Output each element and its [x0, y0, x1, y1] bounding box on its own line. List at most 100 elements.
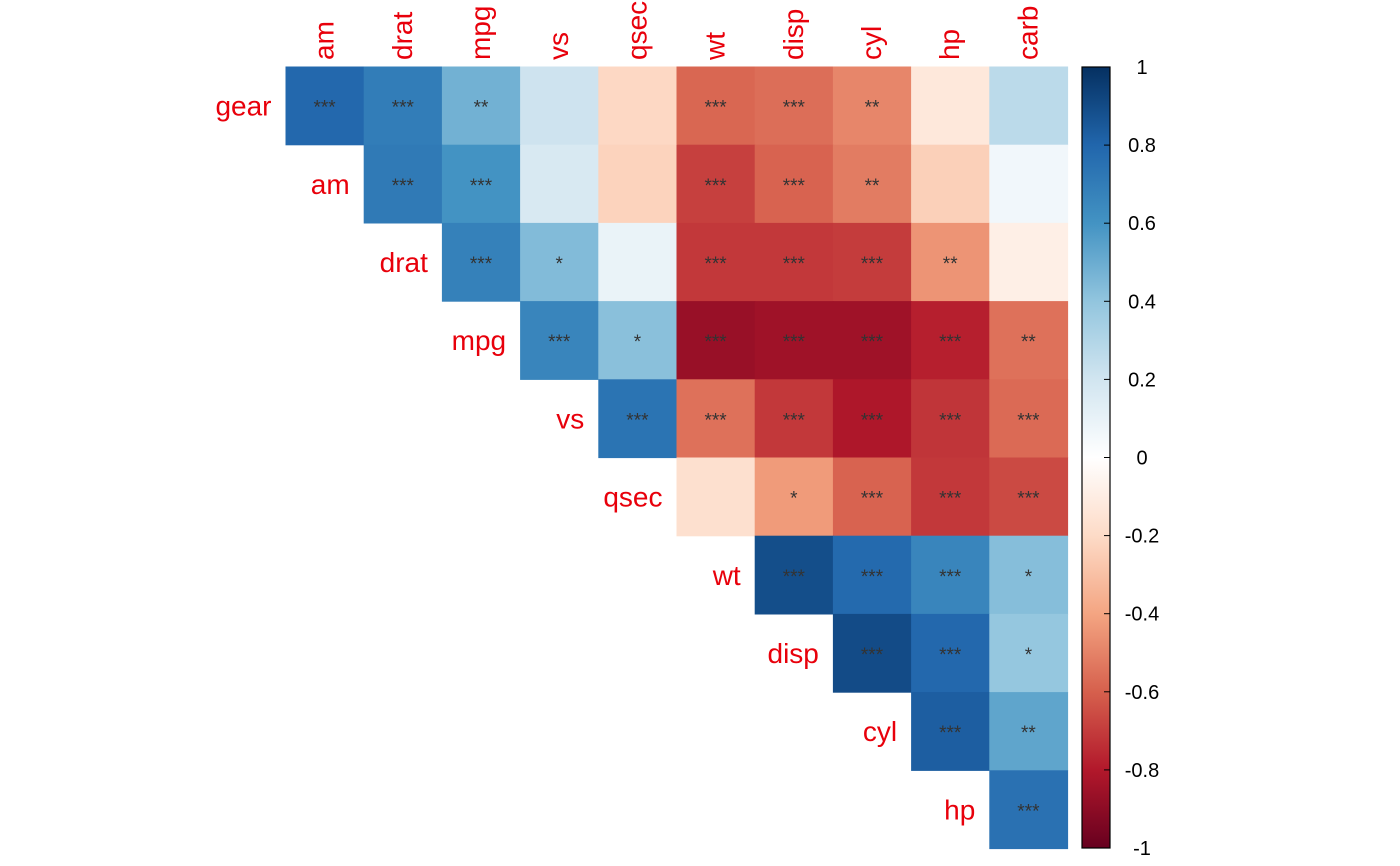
significance-label: *: [634, 332, 642, 353]
heatmap-cell-am-carb: [989, 144, 1069, 224]
significance-label: ***: [1017, 801, 1040, 822]
row-label-am: am: [311, 169, 350, 200]
heatmap-cell-am-hp: [911, 144, 990, 224]
colorbar-tick-label: -1: [1133, 838, 1151, 860]
colorbar-tick-label: 1: [1136, 57, 1147, 79]
heatmap-cell-gear-qsec: [598, 66, 678, 146]
heatmap-cell-gear-carb: [989, 66, 1069, 146]
heatmap-cell-mpg-disp: [754, 301, 834, 380]
heatmap-cells: *** *** ** *** *** ***** *** *** *** ***** * *** ***…: [285, 66, 1069, 850]
heatmap-cell-qsec-wt: [676, 457, 756, 537]
heatmap-cell-mpg-qsec: [598, 301, 678, 380]
heatmap-cell-hp-carb: [989, 770, 1069, 850]
significance-label: ***: [470, 254, 493, 275]
colorbar-tick-label: 0.2: [1128, 369, 1156, 391]
heatmap-cell-wt-disp: [754, 535, 834, 615]
heatmap-cell-wt-cyl: [832, 535, 912, 615]
colorbar-tick-label: -0.8: [1125, 760, 1159, 782]
significance-label: *: [1025, 567, 1033, 588]
heatmap-cell-cyl-carb: [989, 692, 1069, 771]
significance-label: ***: [783, 410, 806, 431]
heatmap-cell-mpg-vs: [520, 301, 599, 380]
significance-label: ***: [470, 176, 493, 197]
heatmap-cell-vs-wt: [676, 379, 756, 459]
row-label-disp: disp: [768, 638, 819, 669]
heatmap-cell-am-cyl: [832, 144, 912, 224]
heatmap-cell-cyl-hp: [911, 692, 990, 771]
heatmap-cell-mpg-hp: [911, 301, 990, 380]
column-label-vs: vs: [543, 32, 574, 60]
significance-label: **: [1021, 332, 1036, 353]
column-label-mpg: mpg: [465, 6, 496, 60]
column-label-carb: carb: [1012, 6, 1043, 60]
heatmap-cell-qsec-disp: [754, 457, 834, 537]
row-label-qsec: qsec: [603, 482, 662, 513]
significance-label: ***: [783, 254, 806, 275]
column-label-wt: wt: [700, 32, 731, 61]
heatmap-cell-qsec-carb: [989, 457, 1069, 537]
significance-label: ***: [626, 410, 649, 431]
heatmap-cell-mpg-carb: [989, 301, 1069, 380]
heatmap-cell-drat-carb: [989, 222, 1069, 302]
significance-label: ***: [783, 176, 806, 197]
heatmap-cell-am-disp: [754, 144, 834, 224]
heatmap-cell-am-drat: [363, 144, 443, 224]
heatmap-cell-qsec-hp: [911, 457, 990, 537]
significance-label: ***: [939, 723, 962, 744]
colorbar: 1 0.8 0.6 0.4 0.2 0 -0.2 -0.4 -0.6 -0.8 -1: [1081, 57, 1159, 860]
heatmap-cell-drat-qsec: [598, 222, 678, 302]
heatmap-cell-vs-qsec: [598, 379, 678, 459]
heatmap-cell-am-mpg: [441, 144, 521, 224]
row-label-cyl: cyl: [863, 716, 897, 747]
heatmap-cell-gear-am: [285, 66, 365, 146]
significance-label: ***: [939, 332, 962, 353]
heatmap-cell-wt-hp: [911, 535, 990, 615]
significance-label: *: [790, 489, 798, 510]
heatmap-cell-disp-cyl: [832, 613, 912, 693]
column-label-hp: hp: [934, 29, 965, 60]
colorbar-tick-label: -0.2: [1125, 526, 1159, 548]
heatmap-cell-am-wt: [676, 144, 756, 224]
significance-label: ***: [939, 410, 962, 431]
significance-label: **: [1021, 723, 1036, 744]
heatmap-cell-mpg-cyl: [832, 301, 912, 380]
significance-label: ***: [861, 332, 884, 353]
significance-label: **: [865, 176, 880, 197]
heatmap-cell-wt-carb: [989, 535, 1069, 615]
heatmap-cell-drat-hp: [911, 222, 990, 302]
heatmap-cell-vs-disp: [754, 379, 834, 459]
colorbar-tick-label: 0.8: [1128, 135, 1156, 157]
row-label-wt: wt: [712, 560, 741, 591]
significance-label: *: [1025, 645, 1033, 666]
heatmap-cell-gear-drat: [363, 66, 443, 146]
significance-label: ***: [783, 567, 806, 588]
heatmap-cell-vs-hp: [911, 379, 990, 459]
heatmap-cell-disp-carb: [989, 613, 1069, 693]
colorbar-tick-label: 0.6: [1128, 213, 1156, 235]
row-label-drat: drat: [380, 247, 428, 278]
significance-label: ***: [1017, 410, 1040, 431]
heatmap-cell-gear-vs: [520, 66, 599, 146]
row-label-vs: vs: [556, 403, 584, 434]
row-label-gear: gear: [215, 91, 271, 122]
row-label-mpg: mpg: [452, 325, 506, 356]
heatmap-cell-gear-wt: [676, 66, 756, 146]
heatmap-cell-am-qsec: [598, 144, 678, 224]
significance-label: ***: [705, 98, 728, 119]
heatmap-cell-drat-disp: [754, 222, 834, 302]
significance-label: ***: [861, 567, 884, 588]
significance-label: ***: [1017, 489, 1040, 510]
heatmap-cell-am-vs: [520, 144, 599, 224]
significance-label: ***: [392, 98, 415, 119]
significance-label: ***: [783, 332, 806, 353]
significance-label: **: [943, 254, 958, 275]
colorbar-tick-label: -0.6: [1125, 682, 1159, 704]
column-label-qsec: qsec: [621, 1, 652, 60]
significance-label: ***: [783, 98, 806, 119]
column-label-disp: disp: [778, 9, 809, 60]
significance-label: ***: [861, 489, 884, 510]
significance-label: ***: [314, 98, 337, 119]
heatmap-cell-gear-cyl: [832, 66, 912, 146]
column-label-drat: drat: [387, 12, 418, 60]
